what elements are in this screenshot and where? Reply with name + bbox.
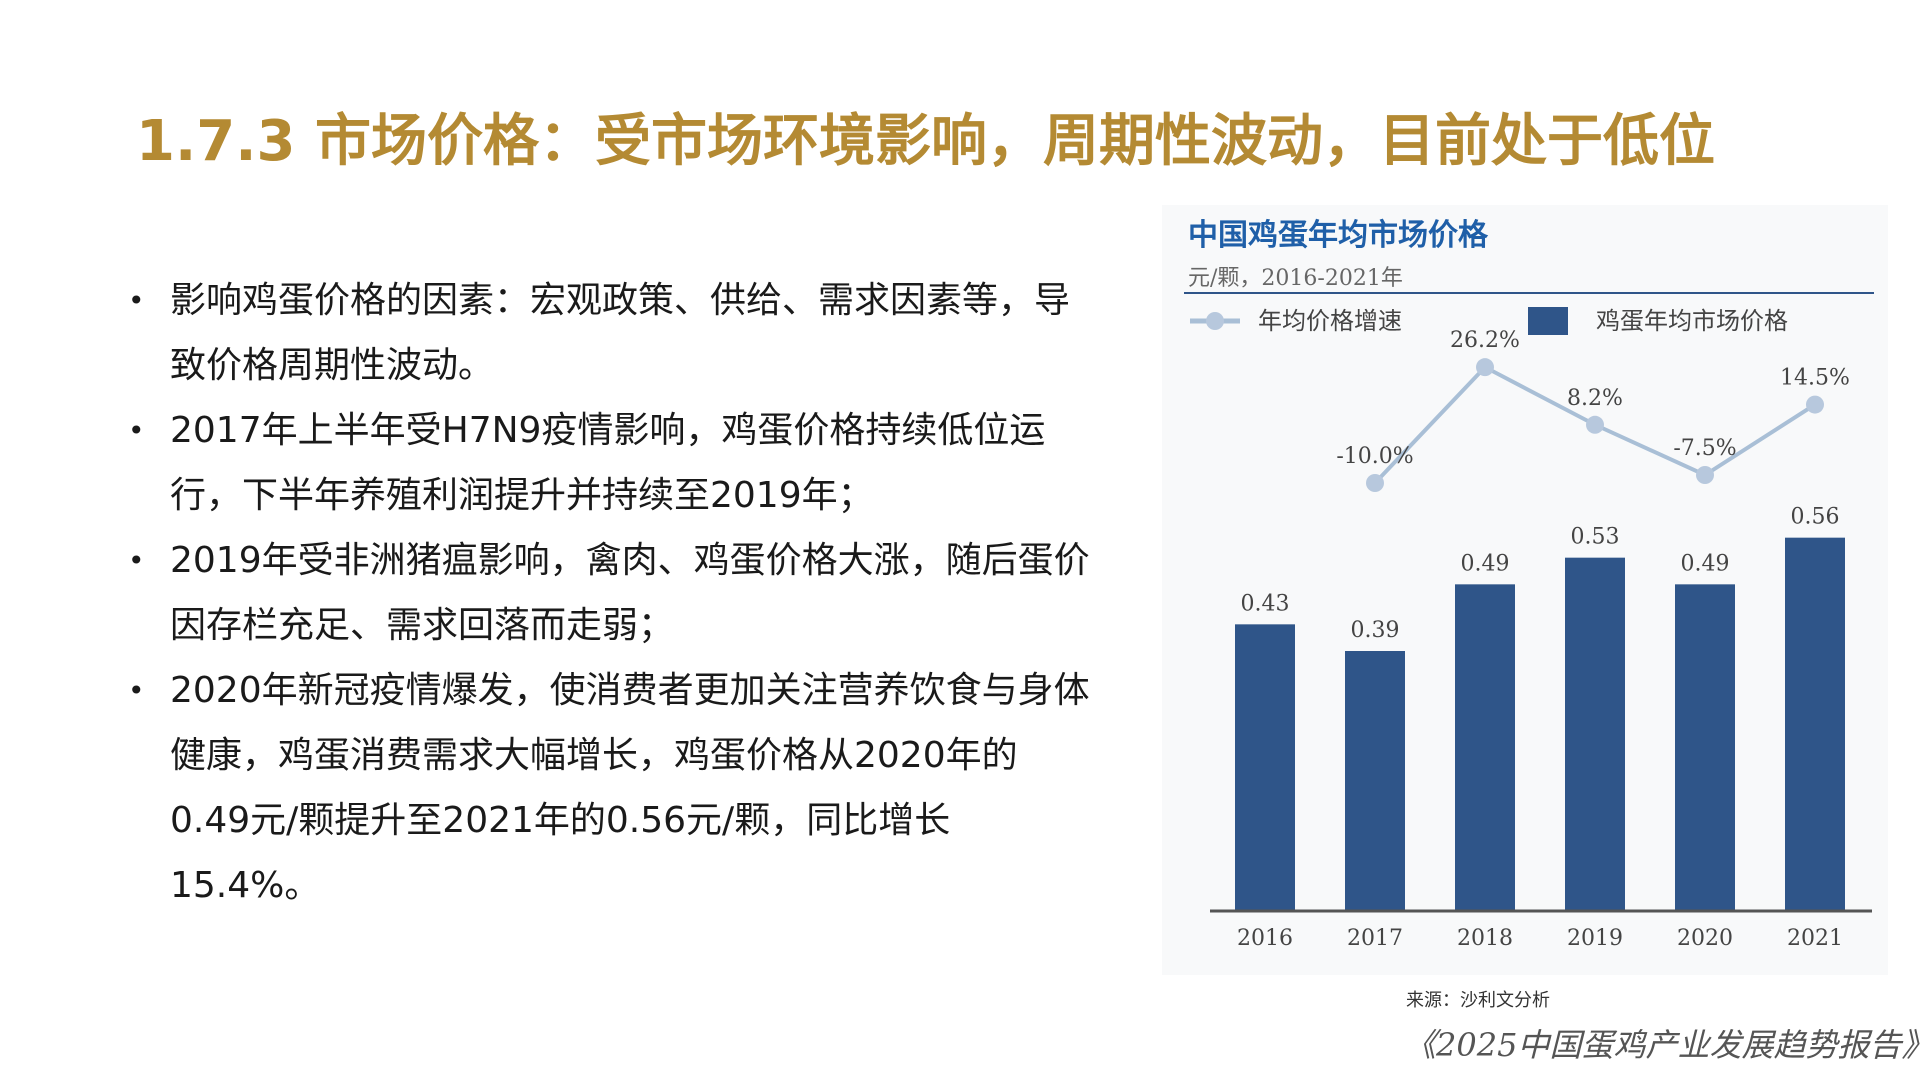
x-axis-ticks: 2016 2017 2018 2019 2020 2021 bbox=[1237, 926, 1843, 951]
bar-2017 bbox=[1345, 651, 1405, 911]
bullet-text: 影响鸡蛋价格的因素：宏观政策、供给、需求因素等，导致价格周期性波动。 bbox=[170, 280, 1071, 386]
bullet-item: • 2020年新冠疫情爆发，使消费者更加关注营养饮食与身体健康，鸡蛋消费需求大幅增… bbox=[128, 658, 1094, 918]
growth-label-2021: 14.5% bbox=[1780, 366, 1850, 391]
bar-value-label-2016: 0.43 bbox=[1241, 591, 1290, 616]
source-note: 来源：沙利文分析 bbox=[1406, 990, 1550, 1011]
bullet-list: • 影响鸡蛋价格的因素：宏观政策、供给、需求因素等，导致价格周期性波动。 • 201… bbox=[128, 268, 1094, 918]
bullet-item: • 2017年上半年受H7N9疫情影响，鸡蛋价格持续低位运行，下半年养殖利润提升并… bbox=[128, 398, 1094, 528]
bullet-text: 2017年上半年受H7N9疫情影响，鸡蛋价格持续低位运行，下半年养殖利润提升并持… bbox=[170, 410, 1046, 516]
bullet-marker: • bbox=[128, 544, 145, 577]
chart-title: 中国鸡蛋年均市场价格 bbox=[1188, 218, 1489, 253]
bullet-text: 2020年新冠疫情爆发，使消费者更加关注营养饮食与身体健康，鸡蛋消费需求大幅增长… bbox=[170, 670, 1090, 906]
bar-series: 0.43 0.39 0.49 0.53 0.49 0.56 bbox=[1235, 505, 1845, 911]
growth-label-2019: 8.2% bbox=[1567, 386, 1623, 411]
bar-2021 bbox=[1785, 537, 1845, 911]
x-tick-2018: 2018 bbox=[1457, 926, 1513, 951]
egg-price-chart: 中国鸡蛋年均市场价格 元/颗，2016-2021年 年均价格增速 鸡蛋年均市场价… bbox=[1162, 205, 1888, 975]
chart-subtitle: 元/颗，2016-2021年 bbox=[1188, 266, 1403, 291]
growth-label-2018: 26.2% bbox=[1450, 328, 1520, 353]
legend-bar-swatch bbox=[1528, 307, 1568, 335]
growth-point-2017 bbox=[1366, 474, 1384, 492]
bar-value-label-2017: 0.39 bbox=[1351, 618, 1400, 643]
bar-2016 bbox=[1235, 624, 1295, 911]
x-tick-2020: 2020 bbox=[1677, 926, 1733, 951]
growth-point-2019 bbox=[1586, 415, 1604, 434]
growth-line-series: -10.0% 26.2% 8.2% -7.5% 14.5% bbox=[1336, 328, 1850, 492]
page-title: 1.7.3 市场价格：受市场环境影响，周期性波动，目前处于低位 bbox=[136, 109, 1715, 174]
growth-point-2020 bbox=[1696, 466, 1714, 484]
bullet-item: • 2019年受非洲猪瘟影响，禽肉、鸡蛋价格大涨，随后蛋价因存栏充足、需求回落而走… bbox=[128, 528, 1094, 658]
bar-2018 bbox=[1455, 584, 1515, 911]
growth-label-2017: -10.0% bbox=[1336, 444, 1413, 469]
bullet-item: • 影响鸡蛋价格的因素：宏观政策、供给、需求因素等，导致价格周期性波动。 bbox=[128, 268, 1094, 398]
bullet-marker: • bbox=[128, 414, 145, 447]
chart-legend: 年均价格增速 鸡蛋年均市场价格 bbox=[1190, 307, 1788, 335]
bar-value-label-2018: 0.49 bbox=[1461, 551, 1510, 576]
x-tick-2017: 2017 bbox=[1347, 926, 1403, 951]
x-tick-2021: 2021 bbox=[1787, 926, 1843, 951]
bar-2020 bbox=[1675, 584, 1735, 911]
growth-label-2020: -7.5% bbox=[1673, 436, 1736, 461]
x-tick-2019: 2019 bbox=[1567, 926, 1623, 951]
legend-price-label: 鸡蛋年均市场价格 bbox=[1596, 307, 1788, 335]
legend-line-marker bbox=[1206, 312, 1224, 330]
growth-point-2021 bbox=[1806, 395, 1824, 414]
bullet-marker: • bbox=[128, 674, 145, 707]
x-tick-2016: 2016 bbox=[1237, 926, 1293, 951]
report-footer: 《2025中国蛋鸡产业发展趋势报告》 bbox=[1404, 1026, 1920, 1064]
bullet-marker: • bbox=[128, 284, 145, 317]
legend-growth-label: 年均价格增速 bbox=[1258, 307, 1402, 335]
bar-value-label-2019: 0.53 bbox=[1571, 525, 1620, 550]
bar-2019 bbox=[1565, 557, 1625, 911]
bar-value-label-2020: 0.49 bbox=[1681, 551, 1730, 576]
bullet-text: 2019年受非洲猪瘟影响，禽肉、鸡蛋价格大涨，随后蛋价因存栏充足、需求回落而走弱… bbox=[170, 540, 1090, 646]
growth-point-2018 bbox=[1476, 358, 1494, 377]
bar-value-label-2021: 0.56 bbox=[1791, 505, 1840, 530]
